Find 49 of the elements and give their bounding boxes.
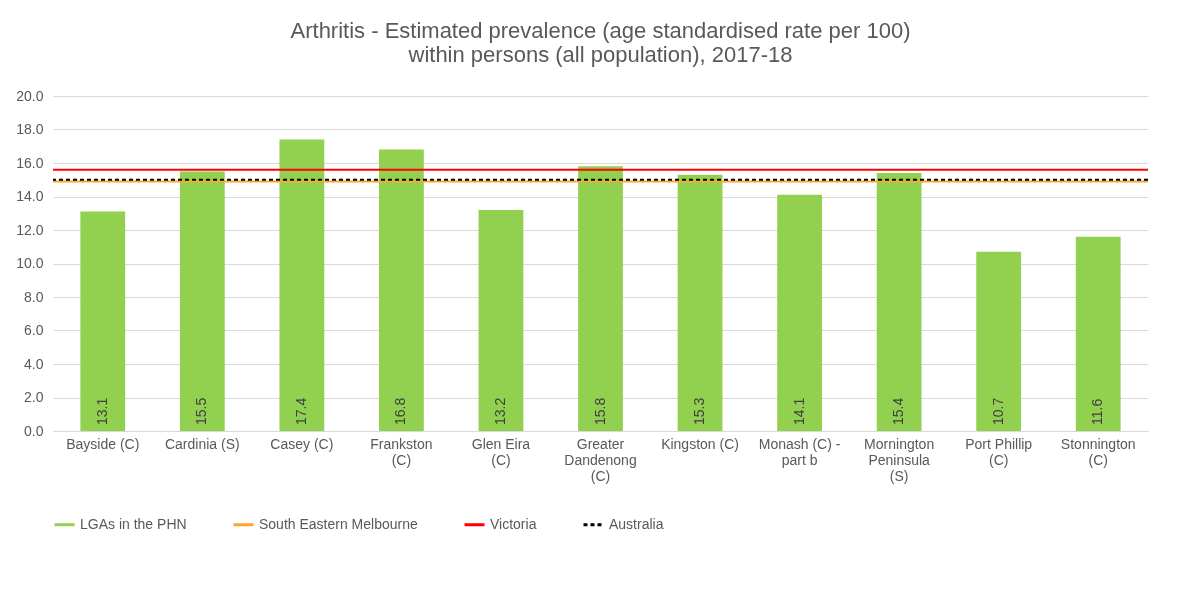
data-label: 13.1 (93, 397, 110, 425)
data-label: 15.5 (193, 397, 210, 425)
x-tick-label: Kingston (C) (661, 435, 739, 452)
bar (279, 139, 325, 431)
data-label: 14.1 (790, 397, 807, 425)
y-tick-label: 14.0 (16, 188, 44, 204)
data-label: 11.6 (1089, 398, 1106, 425)
legend-label: Victoria (490, 515, 537, 532)
y-tick-label: 4.0 (24, 355, 44, 372)
bar (179, 171, 225, 431)
bar (379, 149, 424, 431)
x-tick-label: Bayside (C) (66, 435, 140, 452)
y-tick-label: 10.0 (16, 255, 44, 271)
bar (876, 173, 922, 431)
y-tick-label: 12.0 (16, 221, 44, 238)
data-label: 15.4 (890, 397, 907, 425)
data-label: 16.8 (392, 397, 409, 425)
bar (976, 251, 1022, 431)
legend-label: Australia (609, 515, 664, 532)
data-label: 15.8 (591, 397, 608, 425)
y-tick-label: 6.0 (24, 322, 44, 338)
x-tick-label: Mornington Peninsula (S) (864, 435, 935, 484)
x-tick-label: Monash (C) - part b (758, 435, 841, 468)
bar (1075, 236, 1121, 431)
data-label: 13.2 (491, 397, 508, 425)
chart-title: Arthritis - Estimated prevalence (age standardised rate per 100) within persons (all population), 2017-18 (290, 18, 911, 67)
x-tick-label: Greater Dandenong (C) (564, 435, 637, 484)
x-tick-label: Port Phillip (C) (965, 435, 1033, 468)
data-label: 17.4 (292, 397, 309, 425)
bar (80, 211, 126, 431)
y-tick-label: 16.0 (16, 154, 44, 171)
legend-label: LGAs in the PHN (80, 515, 187, 532)
y-tick-label: 2.0 (24, 389, 44, 405)
legend-label: South Eastern Melbourne (259, 515, 418, 532)
x-tick-label: Frankston (C) (370, 435, 433, 468)
bar (777, 194, 822, 431)
y-tick-label: 20.0 (16, 87, 44, 104)
bar (677, 174, 723, 431)
y-tick-label: 18.0 (16, 121, 44, 137)
x-tick-label: Glen Eira (C) (471, 435, 531, 468)
y-tick-label: 8.0 (24, 288, 44, 305)
y-tick-label: 0.0 (24, 422, 44, 439)
bar (578, 166, 623, 431)
data-label: 10.7 (989, 397, 1006, 425)
bar (478, 209, 524, 431)
x-tick-label: Stonnington (C) (1060, 435, 1136, 468)
data-label: 15.3 (691, 397, 708, 425)
x-tick-label: Casey (C) (270, 435, 334, 452)
x-tick-label: Cardinia (S) (164, 435, 240, 452)
